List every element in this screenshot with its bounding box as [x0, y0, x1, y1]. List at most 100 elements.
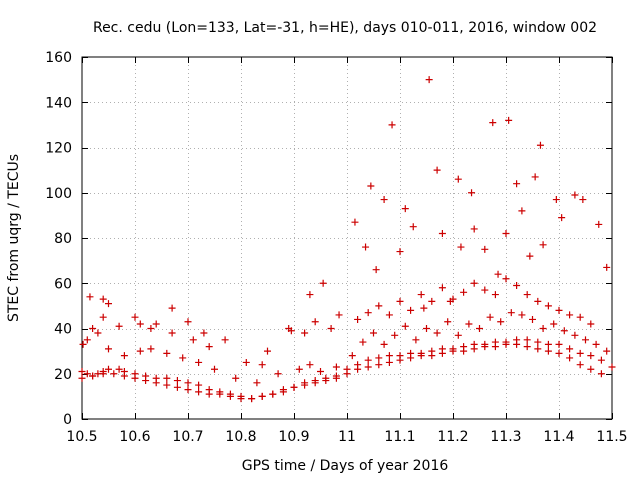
- data-point: [579, 196, 587, 204]
- data-point: [552, 196, 560, 204]
- data-point: [491, 291, 499, 299]
- data-point: [555, 349, 563, 357]
- data-point: [523, 343, 531, 351]
- data-point: [364, 363, 372, 371]
- data-point: [189, 336, 197, 344]
- x-tick-label: 11.3: [490, 429, 521, 445]
- data-point: [168, 329, 176, 337]
- data-point: [319, 279, 327, 287]
- data-point: [412, 336, 420, 344]
- data-point: [571, 331, 579, 339]
- data-point: [211, 365, 218, 373]
- data-point: [362, 243, 370, 251]
- data-point: [396, 297, 404, 305]
- data-point: [94, 329, 102, 337]
- data-point: [332, 363, 340, 371]
- data-point: [523, 291, 531, 299]
- data-point: [454, 331, 462, 339]
- data-point: [115, 365, 123, 373]
- data-point: [279, 388, 287, 396]
- data-point: [86, 293, 94, 301]
- data-point: [221, 336, 229, 344]
- data-point: [494, 270, 502, 278]
- data-point: [566, 354, 574, 362]
- data-point: [481, 286, 489, 294]
- data-point: [544, 347, 552, 355]
- data-point: [407, 354, 415, 362]
- y-tick-label: 40: [54, 322, 72, 338]
- data-point: [232, 374, 240, 382]
- data-point: [253, 379, 261, 387]
- x-tick-label: 10.7: [172, 429, 203, 445]
- data-point: [380, 340, 388, 348]
- data-point: [237, 395, 245, 403]
- y-axis-label: STEC from uqrg / TECUs: [6, 154, 22, 322]
- data-point: [534, 345, 542, 353]
- data-point: [544, 302, 552, 310]
- data-point: [407, 306, 415, 314]
- data-point: [460, 347, 468, 355]
- data-point: [311, 318, 319, 326]
- data-point: [502, 229, 510, 237]
- data-point: [444, 318, 452, 326]
- data-point: [544, 340, 552, 348]
- data-point: [438, 284, 446, 292]
- data-point: [539, 241, 547, 249]
- data-point: [531, 173, 539, 181]
- data-point: [173, 377, 181, 385]
- data-point: [242, 358, 250, 366]
- data-point: [497, 318, 505, 326]
- data-point: [576, 349, 584, 357]
- data-point: [375, 354, 383, 362]
- data-point: [513, 282, 521, 290]
- data-point: [327, 325, 335, 332]
- data-point: [505, 116, 513, 124]
- data-point: [555, 306, 563, 314]
- data-point: [184, 386, 192, 394]
- x-axis-label: GPS time / Days of year 2016: [242, 458, 449, 474]
- x-tick-label: 11.5: [596, 429, 627, 445]
- data-point: [587, 352, 595, 360]
- data-point: [595, 220, 603, 228]
- data-point: [205, 343, 213, 351]
- data-point: [367, 182, 375, 190]
- data-point: [446, 297, 454, 305]
- chart-title: Rec. cedu (Lon=133, Lat=-31, h=HE), days…: [93, 20, 597, 36]
- data-point: [269, 390, 277, 398]
- data-point: [566, 345, 574, 353]
- y-tick-label: 20: [54, 367, 72, 383]
- data-point: [470, 345, 478, 353]
- data-point: [539, 325, 547, 332]
- data-point: [78, 367, 86, 375]
- data-point: [597, 370, 605, 378]
- data-point: [322, 377, 330, 385]
- data-point: [120, 372, 128, 380]
- data-point: [597, 356, 605, 364]
- data-point: [587, 320, 595, 328]
- data-point: [460, 288, 468, 296]
- data-point: [555, 340, 563, 348]
- data-point: [364, 356, 372, 364]
- data-point: [354, 315, 362, 323]
- data-point: [513, 340, 521, 348]
- data-point: [465, 320, 473, 328]
- data-point: [438, 229, 446, 237]
- data-point: [105, 365, 112, 373]
- data-point: [409, 223, 417, 231]
- data-point: [301, 329, 309, 337]
- data-point: [457, 243, 465, 251]
- y-tick-label: 80: [54, 231, 72, 247]
- data-point: [335, 311, 343, 319]
- data-point: [274, 370, 282, 378]
- data-point: [351, 218, 359, 226]
- data-point: [99, 295, 107, 303]
- data-point: [99, 313, 107, 321]
- data-point: [417, 352, 425, 360]
- data-point: [502, 340, 510, 348]
- data-point: [502, 275, 510, 283]
- data-point: [380, 196, 388, 204]
- data-point: [83, 370, 91, 378]
- data-point: [226, 392, 234, 400]
